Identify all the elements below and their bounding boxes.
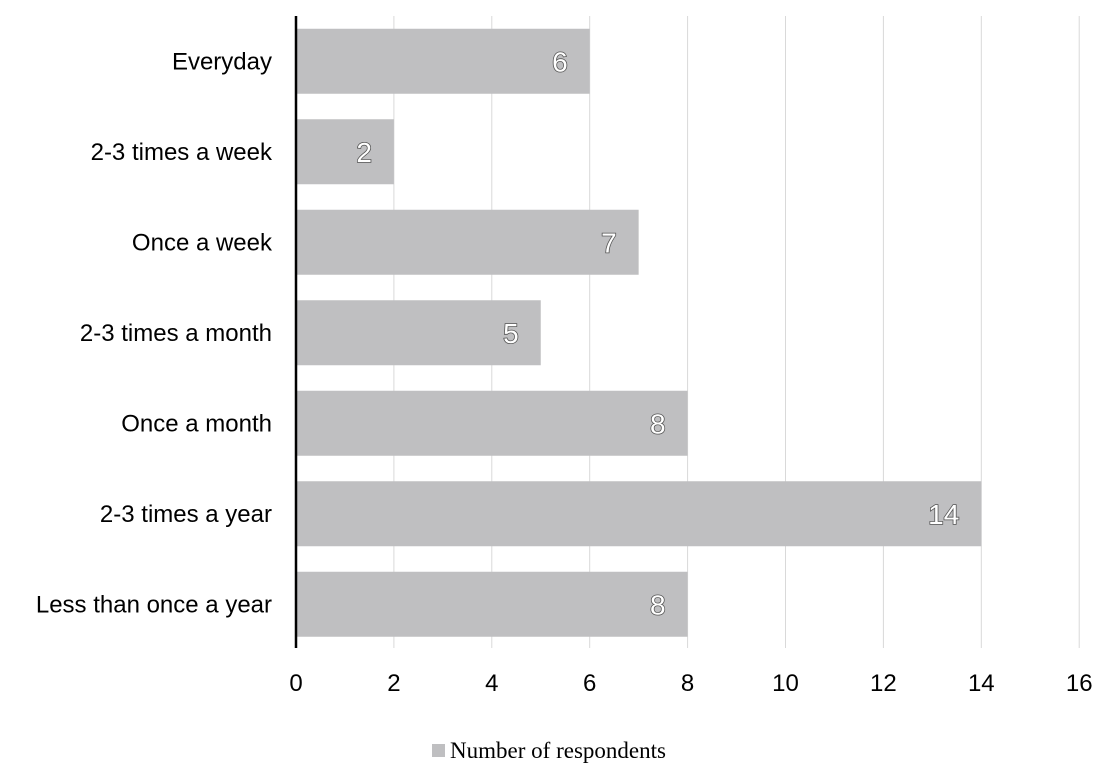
x-tick-label: 16 xyxy=(1066,670,1093,697)
data-label: 5 xyxy=(503,318,519,349)
data-label: 14 xyxy=(928,499,959,530)
bar xyxy=(296,209,639,275)
x-tick-label: 2 xyxy=(387,670,400,697)
data-label: 8 xyxy=(650,589,666,620)
x-tick-label: 0 xyxy=(289,670,302,697)
x-tick-label: 12 xyxy=(870,670,897,697)
category-label: 2-3 times a year xyxy=(100,501,272,528)
bar xyxy=(296,571,688,637)
bar xyxy=(296,481,982,547)
category-label: 2-3 times a month xyxy=(80,320,272,347)
category-label: 2-3 times a week xyxy=(91,139,273,166)
category-label: Once a month xyxy=(121,410,272,437)
x-tick-label: 10 xyxy=(772,670,799,697)
x-tick-label: 14 xyxy=(968,670,995,697)
x-tick-label: 8 xyxy=(681,670,694,697)
legend-label: Number of respondents xyxy=(450,738,666,763)
x-tick-label: 6 xyxy=(583,670,596,697)
data-label: 2 xyxy=(356,137,372,168)
category-label: Once a week xyxy=(132,229,273,256)
bar xyxy=(296,300,541,366)
legend-swatch xyxy=(432,744,446,757)
category-label: Less than once a year xyxy=(36,591,272,618)
bar xyxy=(296,28,590,94)
data-label: 8 xyxy=(650,408,666,439)
category-label: Everyday xyxy=(172,48,272,75)
data-label: 6 xyxy=(552,46,568,77)
x-tick-label: 4 xyxy=(485,670,498,697)
data-label: 7 xyxy=(601,227,617,258)
bar xyxy=(296,119,394,185)
bar xyxy=(296,390,688,456)
legend: Number of respondents xyxy=(0,738,1098,764)
